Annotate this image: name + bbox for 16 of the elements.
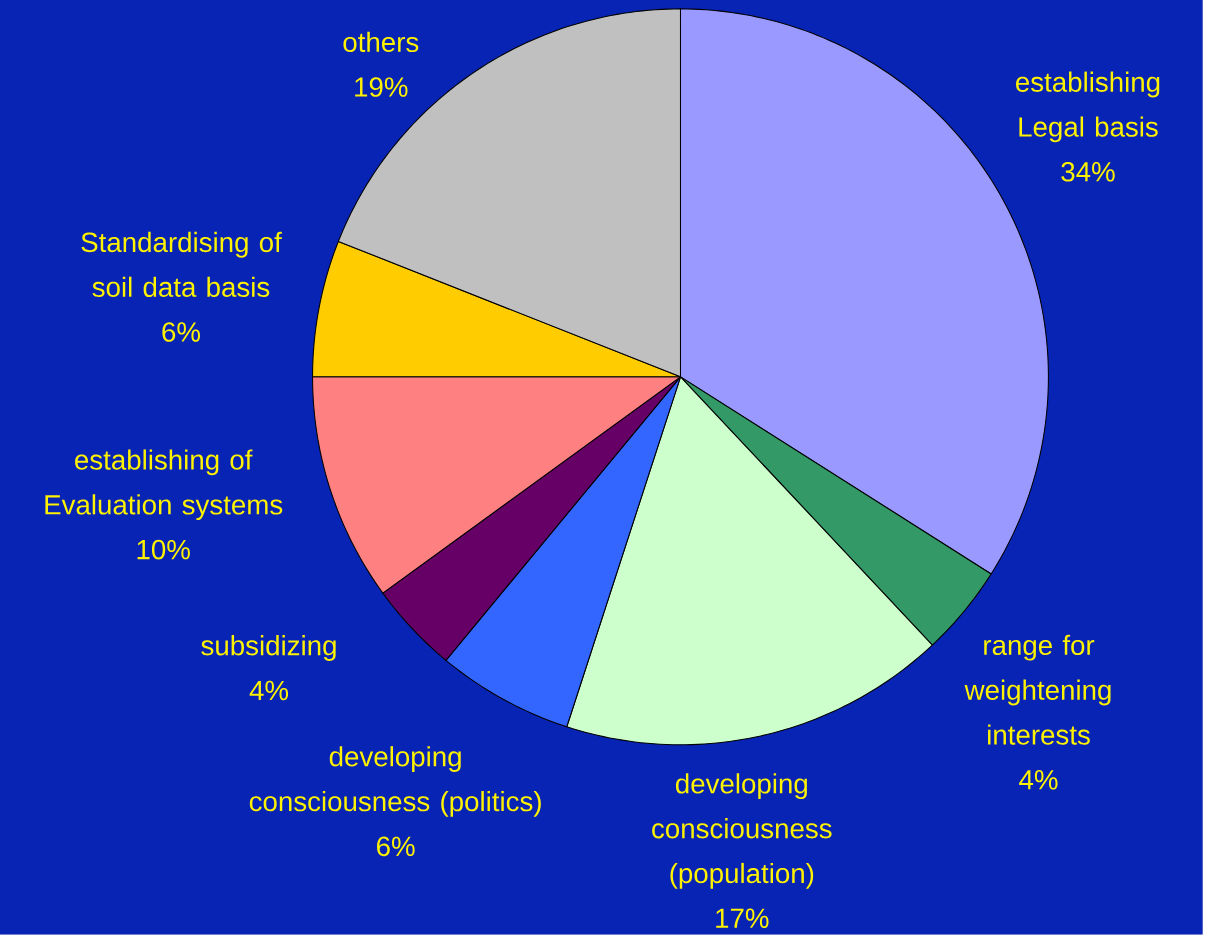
slice-label: establishing of Evaluation systems: [45, 449, 283, 521]
data-label: 6%: [377, 836, 415, 857]
slice-label: developing consciousness (politics): [249, 746, 541, 817]
data-label: 34%: [1061, 162, 1115, 182]
slice-label: Standardising of soil data basis: [81, 232, 282, 298]
data-label: 4%: [249, 680, 289, 701]
data-label: 19%: [355, 77, 408, 98]
slice-label: subsidizing: [201, 635, 336, 662]
slice-label: others: [343, 31, 419, 53]
slice-label: range for weightening interests: [964, 634, 1111, 745]
data-label: 4%: [1019, 770, 1058, 790]
data-label: 17%: [716, 908, 769, 929]
data-label: 6%: [162, 322, 201, 342]
slice-label: establishing Legal basis: [1016, 71, 1160, 143]
slice-label: developing consciousness (population): [652, 773, 832, 889]
data-label: 10%: [137, 539, 190, 560]
